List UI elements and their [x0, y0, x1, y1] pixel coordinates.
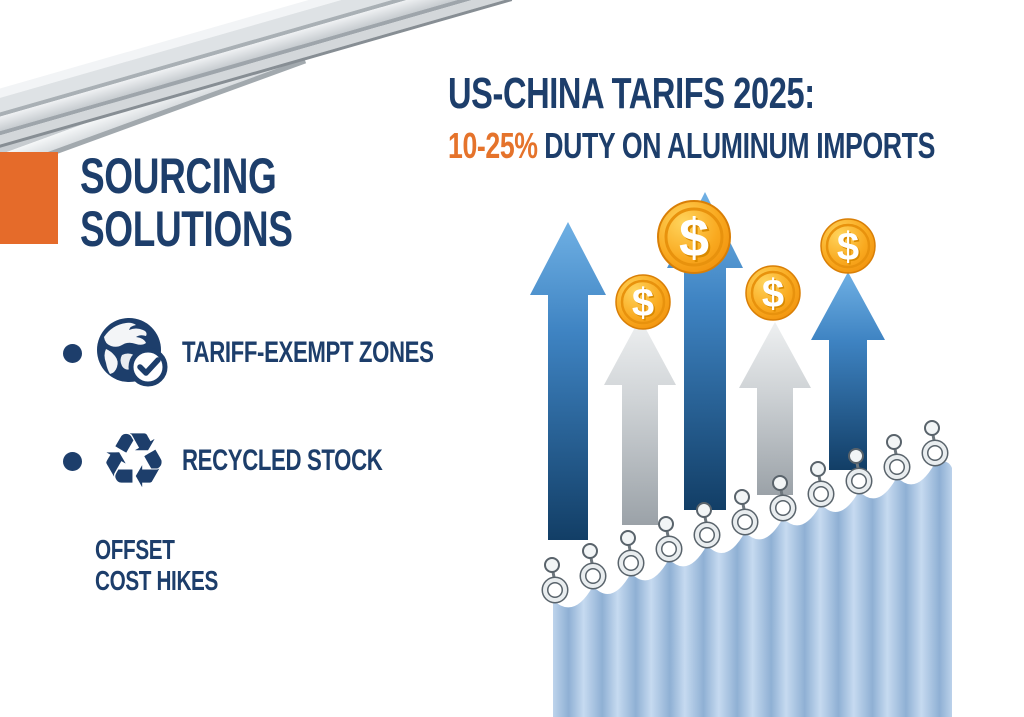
- aluminum-rail: [0, 0, 513, 186]
- recycle-icon: ♻: [92, 419, 176, 503]
- coin-dollar-glyph: $: [762, 272, 784, 316]
- note-line2: COST HIKES: [95, 565, 218, 596]
- coin-dollar-glyph-shadow: $: [838, 227, 860, 271]
- page-title: SOURCING SOLUTIONS: [80, 150, 367, 256]
- curtain-hook-wheels: [544, 420, 940, 584]
- growth-arrow-1-blue: [530, 222, 606, 540]
- curtain-hook-rings: [541, 439, 949, 604]
- coin-dollar-glyph: $: [837, 225, 859, 269]
- bullet-recycled-stock: ♻ RECYCLED STOCK: [63, 419, 453, 503]
- coin-dollar-glyph-shadow: $: [681, 210, 711, 270]
- coin-dollar-glyph-shadow: $: [633, 283, 655, 327]
- headline: US-CHINA TARIFS 2025: 10-25% DUTY ON ALUM…: [448, 70, 1024, 166]
- dollar-coin-1: $ $: [615, 274, 671, 330]
- coin-dollar-glyph: $: [632, 281, 654, 325]
- orange-accent-square: [0, 152, 58, 244]
- growth-arrow-5-blue: [811, 272, 885, 470]
- coin-dollar-glyph-shadow: $: [763, 274, 785, 318]
- bullet-dot: [63, 451, 82, 471]
- blue-curtain: [553, 461, 952, 717]
- bullet-tariff-exempt-zones: TARIFF-EXEMPT ZONES: [63, 311, 522, 395]
- recycle-glyph: ♻: [99, 416, 169, 505]
- page-title-line1: SOURCING: [80, 148, 277, 204]
- bullet-label-tariff-exempt-zones: TARIFF-EXEMPT ZONES: [182, 336, 434, 369]
- page-title-line2: SOLUTIONS: [80, 201, 293, 257]
- headline-duty-percentage: 10-25%: [448, 125, 538, 166]
- bullet-dot: [63, 343, 82, 363]
- growth-arrow-4-gray: [739, 322, 811, 495]
- headline-line2-rest: DUTY ON ALUMINUM IMPORTS: [544, 125, 935, 166]
- bullet-label-recycled-stock: RECYCLED STOCK: [182, 444, 383, 477]
- growth-arrow-2-gray: [604, 318, 676, 525]
- dollar-coin-4: $ $: [820, 218, 876, 274]
- headline-line1: US-CHINA TARIFS 2025:: [448, 69, 815, 118]
- offset-cost-hikes-note: OFFSET COST HIKES: [95, 534, 261, 596]
- coin-dollar-glyph: $: [679, 208, 709, 268]
- dollar-coin-2-large: $ $: [657, 200, 731, 274]
- headline-line2: 10-25% DUTY ON ALUMINUM IMPORTS: [448, 126, 935, 166]
- dollar-coin-3: $ $: [745, 265, 801, 321]
- globe-check-icon: [92, 311, 176, 395]
- note-line1: OFFSET: [95, 534, 175, 565]
